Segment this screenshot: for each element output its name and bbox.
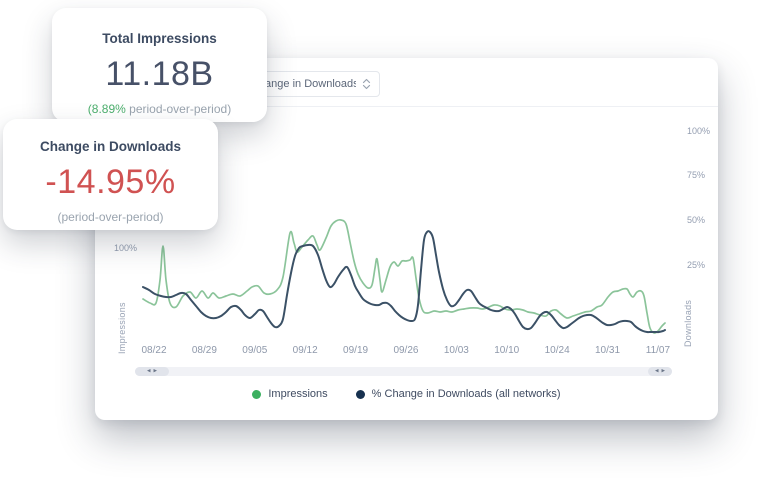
chart-legend: Impressions % Change in Downloads (all n… [95,388,718,400]
legend-item-downloads[interactable]: % Change in Downloads (all networks) [355,388,561,400]
legend-item-impressions[interactable]: Impressions [252,388,328,400]
scroll-next-icon[interactable]: ▸ [153,367,158,375]
card-value: -14.95% [45,163,176,201]
legend-label: Impressions [268,388,328,400]
scroll-prev-icon[interactable]: ◂ [654,367,659,375]
scrollbar-handle-left[interactable]: ◂ ▸ [135,367,169,376]
x-tick: 09/19 [343,345,369,356]
right-axis-tick: 50% [687,215,706,225]
legend-label: % Change in Downloads (all networks) [371,388,561,400]
metric-select-value: Change in Downloads [251,78,356,90]
chart-line-impressions [142,218,666,334]
select-unfold-icon [362,78,371,90]
chart-scrollbar-track[interactable]: ◂ ▸ ◂ ▸ [135,367,672,376]
x-tick: 10/31 [595,345,621,356]
x-tick: 10/03 [443,345,469,356]
scrollbar-handle-right[interactable]: ◂ ▸ [648,367,672,376]
card-subtext: (period-over-period) [57,210,164,224]
chart-canvas [142,218,666,334]
scroll-prev-icon[interactable]: ◂ [146,367,151,375]
legend-dot [355,389,365,399]
card-title: Change in Downloads [39,139,181,154]
x-axis-labels: 08/22 08/29 09/05 09/12 09/19 09/26 10/0… [136,345,676,356]
x-tick: 09/12 [292,345,318,356]
right-axis-tick: 25% [687,260,706,270]
chart-panel: Change in Downloads 100% 100% 75% 50% 25… [95,58,718,420]
delta-positive: (8.89% [87,102,126,116]
x-tick: 10/24 [544,345,570,356]
delta-caption: period-over-period) [125,102,232,116]
left-axis-tick: 100% [113,243,137,253]
card-subtext: (8.89% period-over-period) [52,102,267,116]
scroll-next-icon[interactable]: ▸ [661,367,666,375]
x-tick: 09/05 [242,345,268,356]
total-impressions-card: Total Impressions 11.18B (8.89% period-o… [52,8,267,122]
x-tick: 10/10 [494,345,520,356]
right-axis-title: Downloads [683,299,693,347]
change-in-downloads-card: Change in Downloads -14.95% (period-over… [3,119,218,230]
x-tick: 11/07 [645,345,671,356]
right-axis-tick: 75% [687,170,706,180]
card-title: Total Impressions [102,31,217,46]
x-tick: 09/26 [393,345,419,356]
x-tick: 08/22 [141,345,167,356]
right-axis-tick: 100% [687,126,711,136]
chart-line-downloads [142,230,666,334]
left-axis-title: Impressions [117,302,127,354]
x-tick: 08/29 [191,345,217,356]
card-value: 11.18B [105,55,214,93]
legend-dot [252,389,262,399]
